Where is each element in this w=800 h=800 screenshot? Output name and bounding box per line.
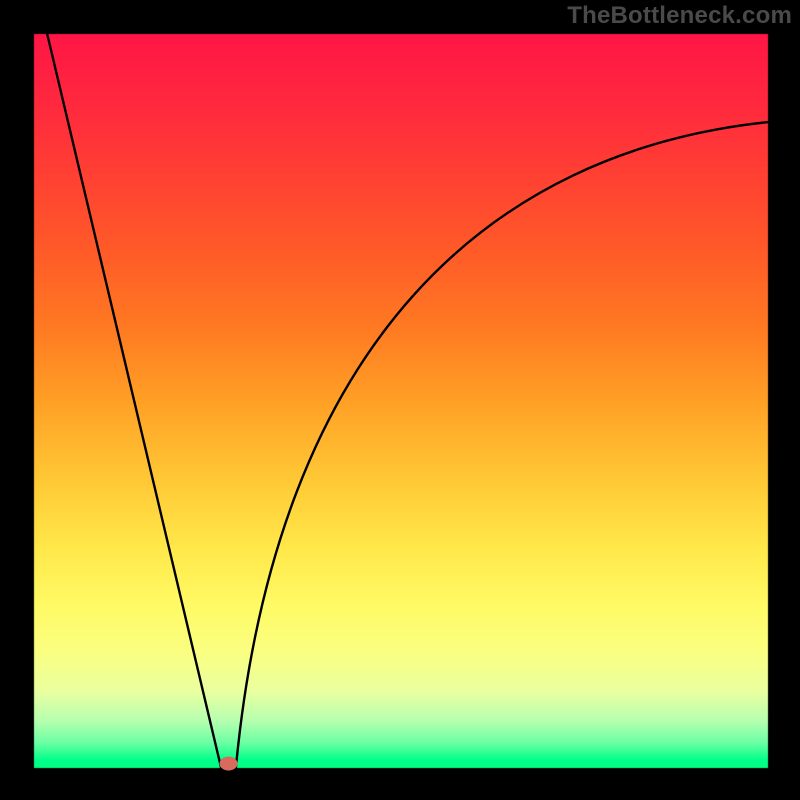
gradient-canvas bbox=[0, 0, 800, 800]
chart-container: TheBottleneck.com bbox=[0, 0, 800, 800]
